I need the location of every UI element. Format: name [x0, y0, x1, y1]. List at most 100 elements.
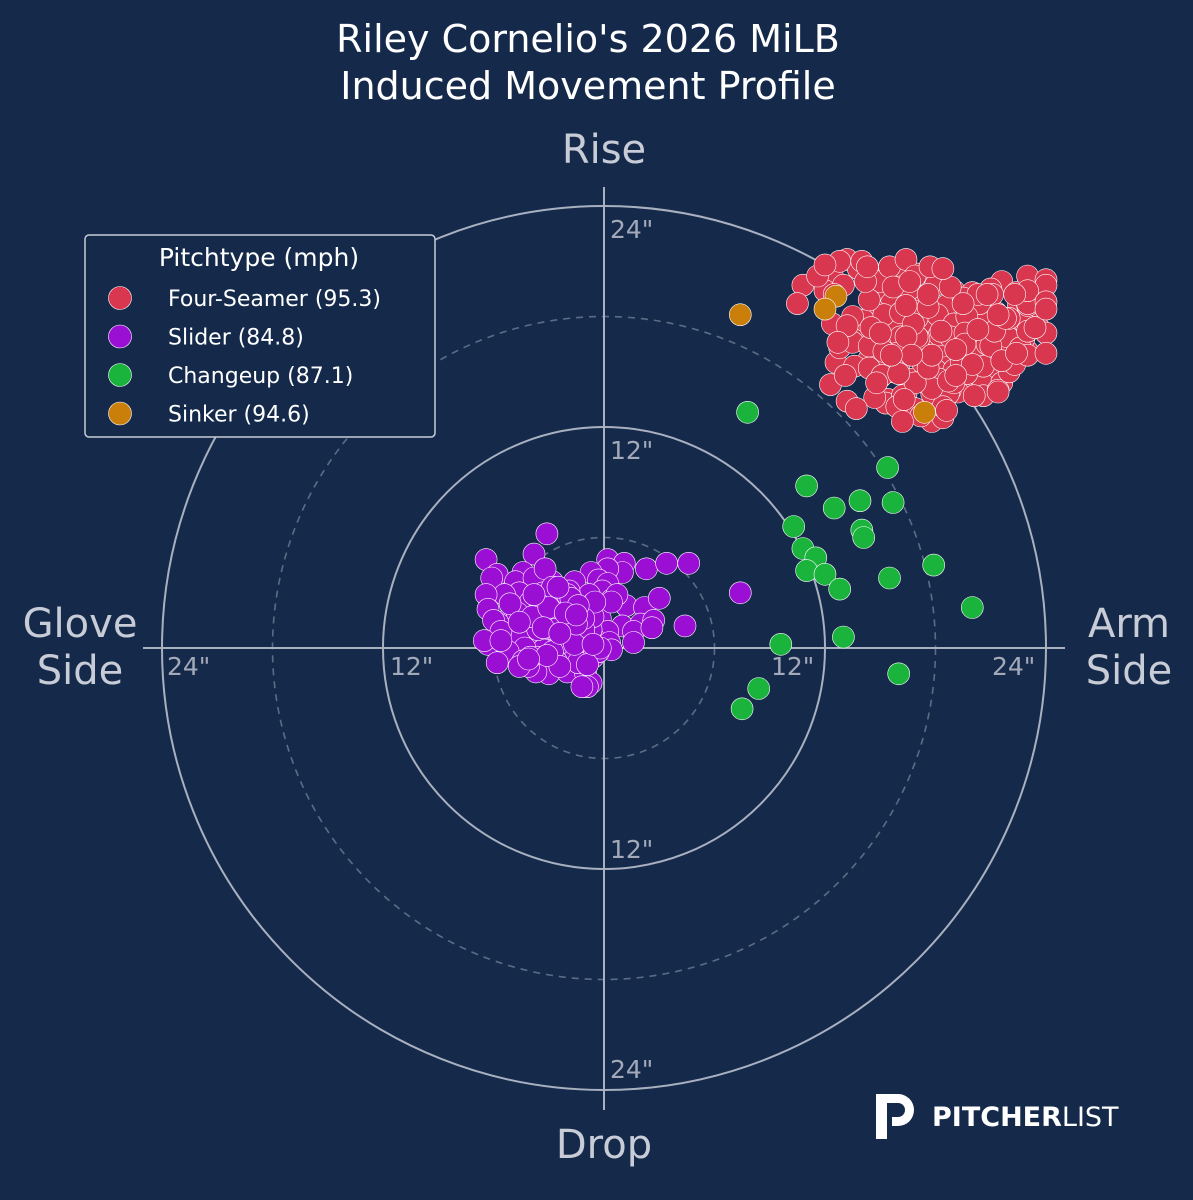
data-point [647, 586, 671, 610]
legend-title: Pitchtype (mph) [159, 243, 359, 272]
axis-label-rise: Rise [562, 127, 646, 173]
data-point [848, 489, 872, 513]
data-point [565, 603, 588, 627]
data-point [677, 551, 701, 575]
axis-label-arm-side: Side [1086, 648, 1173, 694]
data-point [1003, 283, 1027, 306]
data-point [786, 292, 809, 315]
data-point [944, 338, 968, 361]
data-point [655, 551, 678, 575]
data-point [856, 255, 879, 279]
data-point [769, 632, 793, 656]
data-point [876, 456, 899, 479]
axis-label-glove: Glove [23, 601, 138, 647]
data-point [1023, 316, 1047, 339]
data-point [878, 566, 901, 590]
legend-marker [108, 324, 132, 349]
data-point [576, 653, 599, 676]
data-point [546, 575, 570, 599]
data-point [960, 353, 984, 376]
tick-label-right-12: 12" [771, 652, 814, 681]
data-point [960, 596, 984, 619]
data-point [728, 581, 752, 605]
brand-bold: PITCHER [932, 1102, 1062, 1133]
data-point [736, 400, 759, 424]
data-point [868, 321, 892, 345]
data-point [900, 343, 923, 367]
data-point [813, 562, 837, 586]
pitcherlist-wordmark: PITCHERLIST [932, 1102, 1119, 1133]
data-point [916, 283, 940, 306]
data-point [892, 388, 916, 411]
data-point [489, 629, 513, 652]
data-point [728, 303, 752, 327]
tick-label-right-24: 24" [992, 652, 1035, 681]
data-point [498, 592, 522, 616]
data-point [673, 614, 697, 638]
data-point [962, 384, 986, 408]
data-point [535, 522, 559, 546]
data-point [920, 343, 944, 367]
data-point [485, 651, 509, 675]
data-point [828, 577, 852, 601]
data-point [581, 632, 605, 656]
brand-light: LIST [1062, 1102, 1119, 1133]
axis-label-glove-side: Side [37, 648, 124, 694]
data-point [894, 294, 918, 317]
data-point [507, 610, 531, 634]
data-point [898, 270, 922, 293]
legend-marker [108, 363, 132, 387]
legend-label: Changeup (87.1) [168, 364, 353, 389]
data-point [857, 288, 881, 312]
data-point [879, 343, 903, 367]
pitcherlist-logo: PITCHERLIST [876, 1094, 1119, 1139]
legend-label: Sinker (94.6) [168, 403, 310, 428]
data-point [730, 697, 754, 721]
data-point [1034, 341, 1058, 365]
data-point [635, 557, 658, 581]
data-point [813, 297, 837, 321]
data-point [822, 496, 846, 520]
data-point [813, 253, 837, 277]
data-point [935, 399, 958, 422]
data-point [795, 474, 818, 498]
data-point [986, 380, 1010, 404]
data-point [929, 319, 953, 343]
data-point [922, 553, 946, 577]
legend-label: Four-Seamer (95.3) [168, 287, 381, 312]
tick-label-top-12: 12" [610, 436, 653, 465]
data-point [1034, 297, 1058, 321]
pitcherlist-p-icon [876, 1094, 914, 1139]
data-point [548, 621, 572, 645]
tick-label-left-12: 12" [390, 652, 433, 681]
legend-label: Slider (84.8) [168, 326, 304, 351]
data-point [1005, 341, 1028, 365]
chart-title: Riley Cornelio's 2026 MiLB [336, 17, 840, 61]
data-point [517, 647, 540, 671]
tick-label-bottom-12: 12" [610, 835, 653, 864]
data-point [887, 662, 911, 686]
tick-label-bottom-24: 24" [610, 1055, 653, 1084]
chart-subtitle: Induced Movement Profile [340, 64, 835, 108]
data-point [826, 330, 850, 354]
data-point [833, 364, 857, 387]
data-point [986, 303, 1010, 327]
data-point [832, 625, 855, 649]
data-point [844, 397, 868, 420]
tick-label-top-24: 24" [610, 215, 653, 244]
data-point [931, 257, 955, 280]
legend-marker [108, 286, 132, 310]
data-point [881, 491, 905, 514]
data-point [570, 675, 594, 699]
data-point [966, 318, 990, 341]
data-points [472, 248, 1058, 721]
data-point [865, 371, 888, 395]
data-point [747, 677, 771, 700]
data-point [795, 559, 818, 582]
legend-items: Four-Seamer (95.3) Slider (84.8) Changeup … [108, 286, 381, 428]
axis-label-arm: Arm [1088, 601, 1170, 647]
data-point [782, 515, 806, 538]
data-point [852, 526, 876, 549]
